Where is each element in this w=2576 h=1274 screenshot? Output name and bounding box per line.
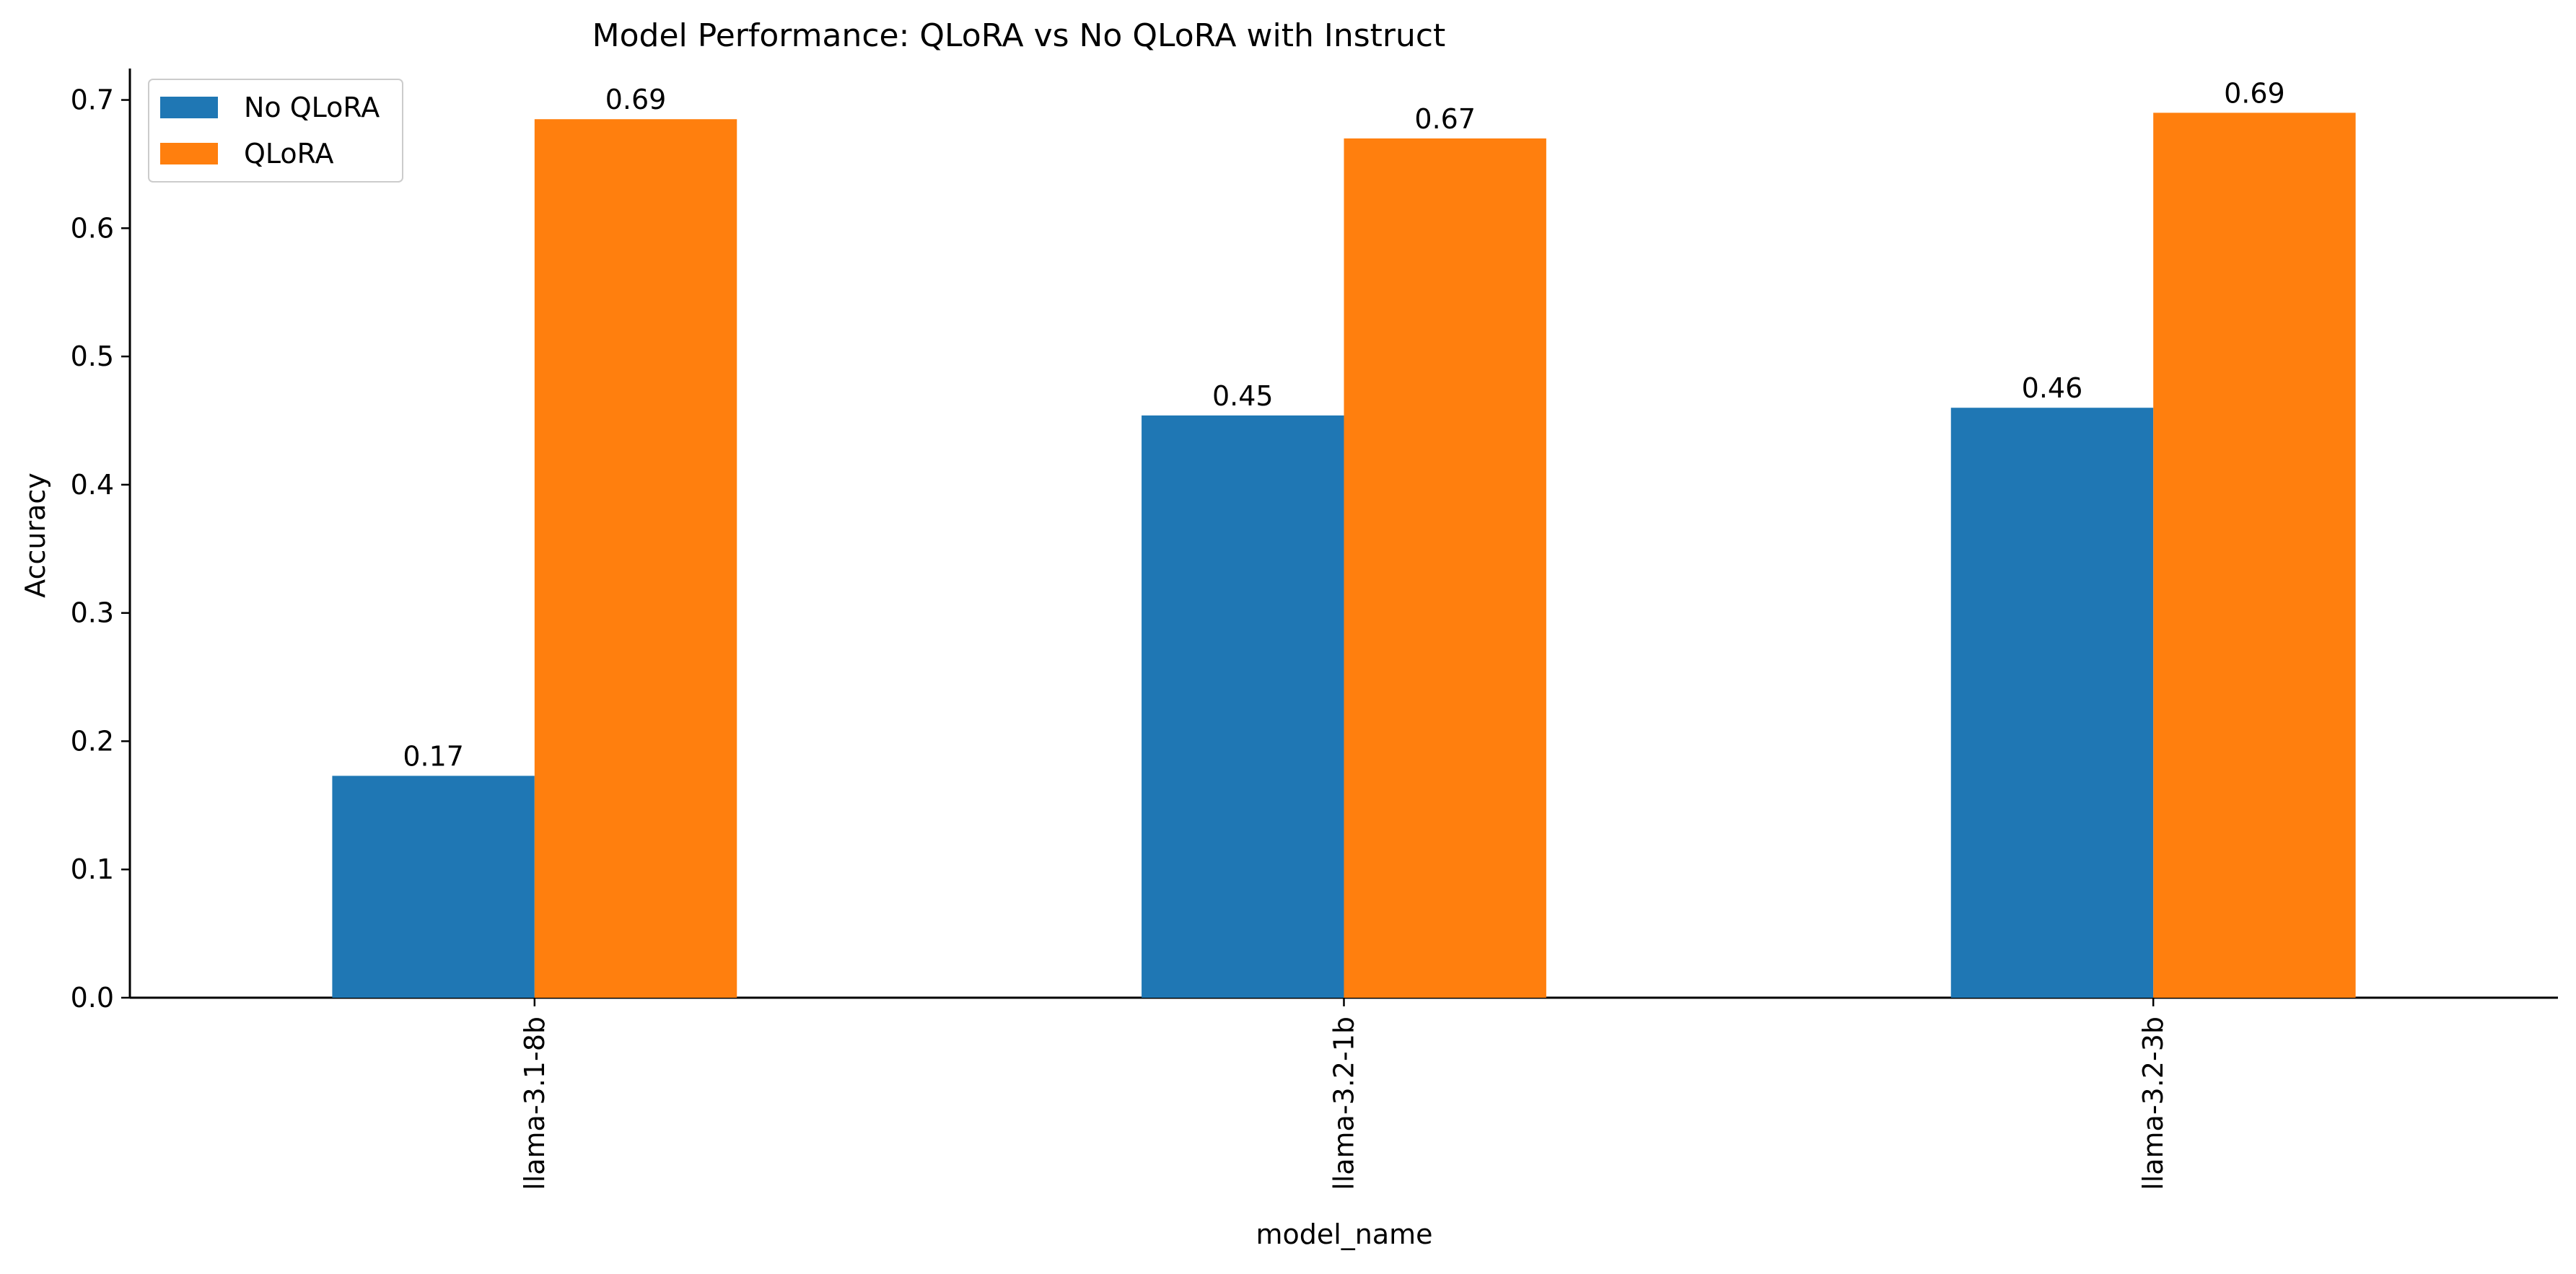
- y-tick-label: 0.6: [71, 212, 114, 244]
- bar-qlora: [2153, 113, 2356, 998]
- legend-swatch: [160, 143, 218, 164]
- y-tick-label: 0.1: [71, 853, 114, 885]
- bar-value-label: 0.17: [403, 740, 464, 772]
- legend-label: No QLoRA: [244, 92, 380, 123]
- bar-value-label: 0.46: [2022, 372, 2083, 404]
- x-tick-label: llama-3.1-8b: [519, 1016, 551, 1190]
- bar-no-qlora: [332, 776, 535, 998]
- y-tick-label: 0.5: [71, 341, 114, 372]
- bar-qlora: [1344, 138, 1546, 998]
- legend: No QLoRA QLoRA: [148, 79, 403, 183]
- y-tick-label: 0.4: [71, 469, 114, 501]
- y-tick-label: 0.0: [71, 982, 114, 1014]
- x-tick-label: llama-3.2-1b: [1328, 1016, 1360, 1190]
- plot-area: 0.0 0.1 0.2 0.3 0.4 0.5 0.6 0.7 0.17 0.69 llama-3.…: [71, 69, 2558, 1190]
- x-axis-label: model_name: [1256, 1218, 1432, 1250]
- bar-no-qlora: [1950, 408, 2154, 998]
- chart-title: Model Performance: QLoRA vs No QLoRA wit…: [592, 17, 1446, 54]
- bar-value-label: 0.69: [605, 84, 667, 115]
- legend-label: QLoRA: [244, 138, 334, 170]
- y-tick-label: 0.3: [71, 597, 114, 629]
- bar-value-label: 0.69: [2224, 77, 2285, 109]
- bar-value-label: 0.45: [1212, 380, 1274, 412]
- bar-qlora: [534, 119, 737, 998]
- bar-no-qlora: [1142, 415, 1344, 998]
- x-tick-label: llama-3.2-3b: [2137, 1016, 2169, 1190]
- legend-swatch: [160, 97, 218, 118]
- bar-value-label: 0.67: [1414, 103, 1476, 135]
- y-axis-label: Accuracy: [19, 473, 51, 598]
- y-tick-label: 0.7: [71, 84, 114, 116]
- y-tick-label: 0.2: [71, 725, 114, 757]
